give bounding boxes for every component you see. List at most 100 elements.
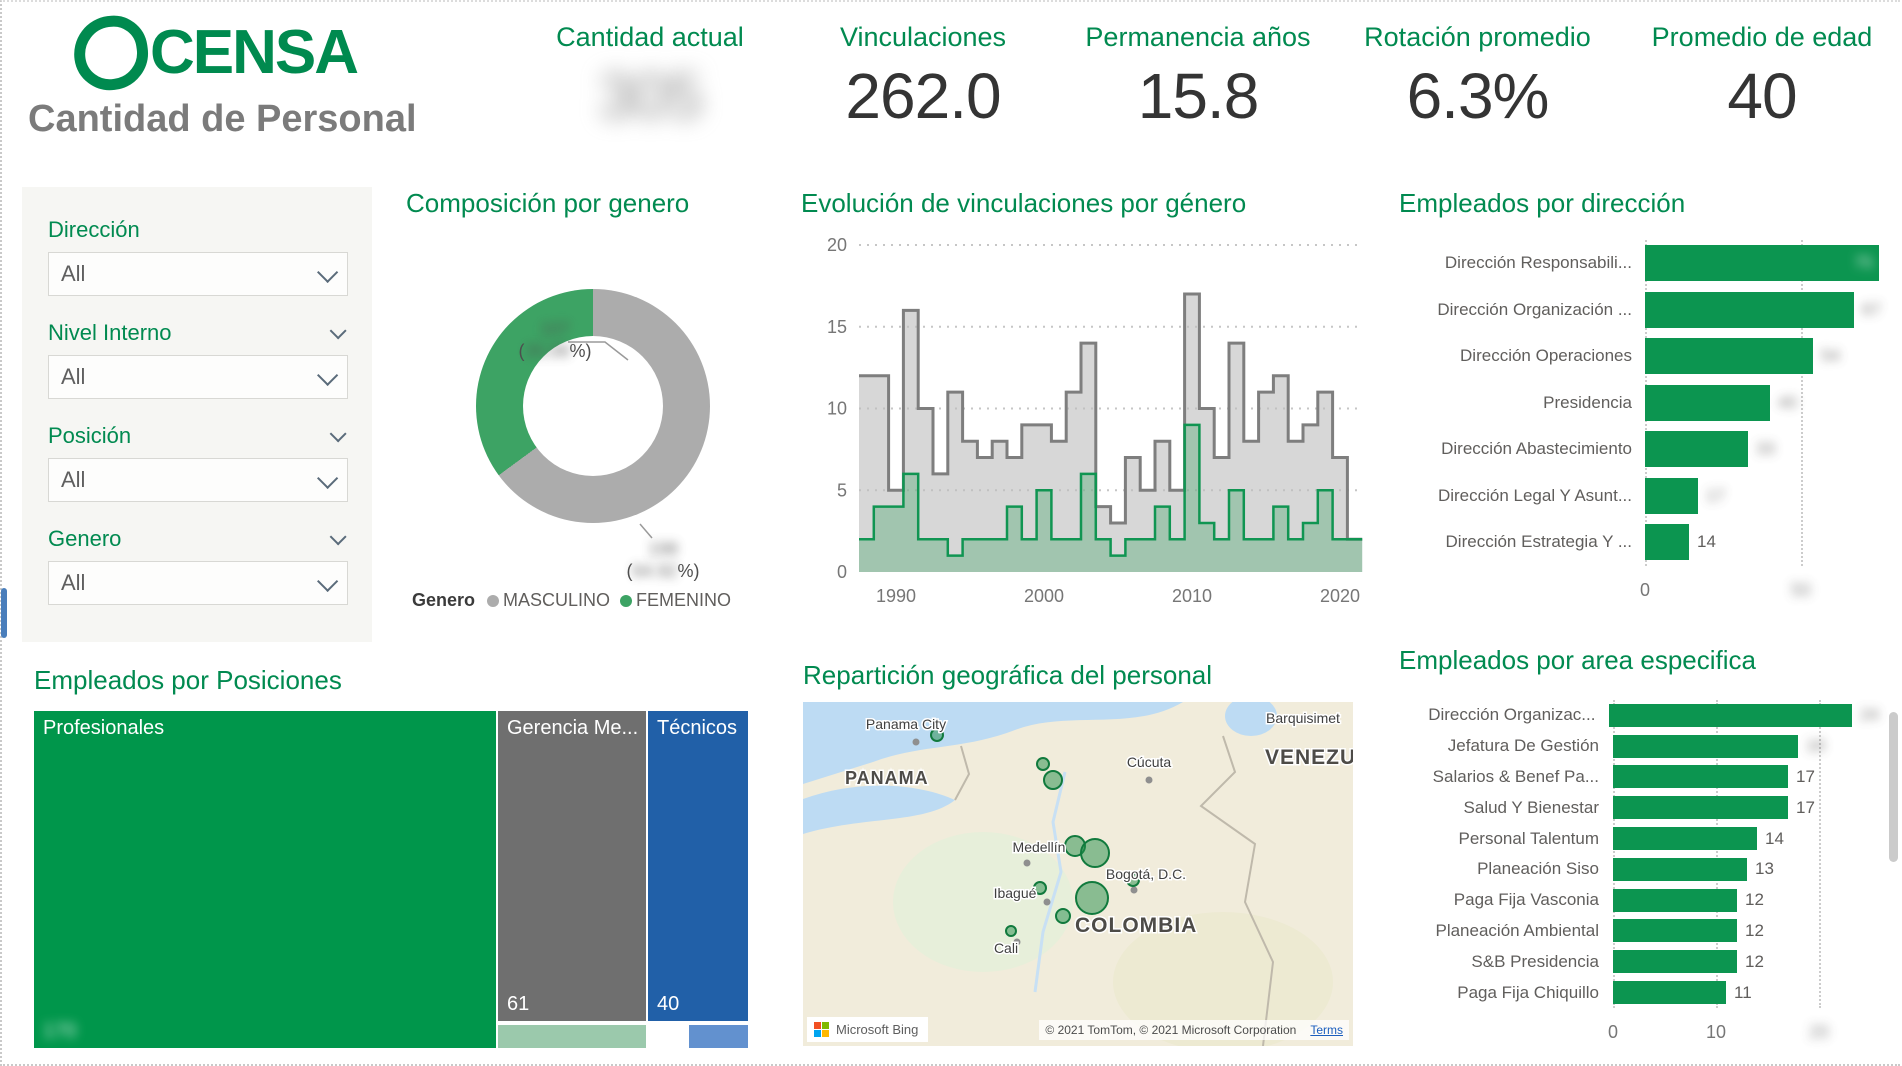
map-bubble[interactable] bbox=[1055, 908, 1071, 924]
filter-value: All bbox=[61, 570, 86, 595]
terms-link[interactable]: Terms bbox=[1310, 1023, 1343, 1037]
bar[interactable] bbox=[1613, 919, 1737, 943]
map-bubble[interactable] bbox=[1080, 838, 1110, 868]
bar-row: Dirección Estrategia Y ... 14 bbox=[1399, 519, 1899, 566]
ocensa-logo: CENSA bbox=[69, 11, 359, 95]
bar[interactable] bbox=[1613, 827, 1757, 851]
filter-nivel-interno: Nivel Interno All bbox=[48, 320, 348, 399]
category-label: Dirección Organización ... bbox=[1437, 299, 1632, 319]
bar-row: Dirección Operaciones 54 bbox=[1399, 333, 1899, 380]
treemap-value: 40 bbox=[657, 993, 680, 1015]
page-left-scroll-mark[interactable] bbox=[1, 588, 7, 638]
map-bubble[interactable] bbox=[930, 728, 944, 742]
filter-posicion: Posición All bbox=[48, 423, 348, 502]
bar[interactable] bbox=[1613, 888, 1737, 912]
chevron-down-icon bbox=[317, 570, 339, 592]
x-axis-label: 0 bbox=[1607, 1022, 1619, 1042]
bar-value: 24 bbox=[1860, 705, 1879, 725]
filter-panel: Dirección All Nivel Interno All Posición… bbox=[22, 187, 372, 642]
filter-label: Nivel Interno bbox=[48, 320, 172, 345]
donut-label-masculino: 198 (64.92%) bbox=[626, 539, 700, 581]
gridline bbox=[1715, 700, 1718, 1008]
chevron-down-icon bbox=[317, 364, 339, 386]
page-title: Cantidad de Personal bbox=[28, 98, 417, 140]
map-bubble[interactable] bbox=[1033, 881, 1047, 895]
treemap-box[interactable] bbox=[498, 1025, 646, 1048]
legend-item-femenino[interactable]: FEMENINO bbox=[620, 590, 731, 611]
map-graphics: Panama City Barquisimet Cúcuta Medellín Bogo… bbox=[803, 702, 1353, 1046]
map-bubble[interactable] bbox=[1005, 925, 1017, 937]
bar[interactable] bbox=[1645, 431, 1748, 468]
bar[interactable] bbox=[1645, 384, 1770, 421]
category-label: Dirección Organizac... bbox=[1428, 705, 1596, 725]
bar[interactable] bbox=[1645, 477, 1698, 514]
category-label: Paga Fija Chiquillo bbox=[1457, 982, 1599, 1002]
bar[interactable] bbox=[1609, 703, 1853, 727]
bar-row: Dirección Organización ... 67 bbox=[1399, 287, 1899, 334]
bar[interactable]: 75 bbox=[1645, 245, 1879, 282]
bar[interactable] bbox=[1613, 765, 1788, 789]
svg-text:20: 20 bbox=[827, 235, 847, 255]
map-bubble[interactable] bbox=[1043, 770, 1063, 790]
chevron-down-icon[interactable] bbox=[329, 322, 347, 340]
kpi-value: 15.8 bbox=[1137, 60, 1260, 132]
gender-legend: Genero MASCULINO FEMENINO bbox=[412, 590, 731, 611]
evolution-title: Evolución de vinculaciones por género bbox=[801, 188, 1247, 218]
donut-label-femenino: 107 (35.08%) bbox=[518, 319, 592, 361]
direccion-bar-chart: 0 50 Dirección Responsabili... 75 Dirección … bbox=[1399, 240, 1899, 620]
bar-value: 14 bbox=[1765, 828, 1784, 848]
bar[interactable] bbox=[1645, 338, 1813, 375]
area-chart-scrollbar[interactable] bbox=[1889, 712, 1898, 862]
filter-direccion-dropdown[interactable]: All bbox=[48, 252, 348, 296]
treemap-box-profesionales[interactable]: Profesionales 170 bbox=[34, 711, 496, 1048]
category-label: Salud Y Bienestar bbox=[1463, 797, 1599, 817]
bar-value: 40 bbox=[1778, 392, 1797, 412]
map-bubble[interactable] bbox=[1075, 881, 1109, 915]
map-bubble[interactable] bbox=[1126, 873, 1140, 887]
category-label: Planeación Siso bbox=[1477, 859, 1599, 879]
bing-logo-chip[interactable]: Microsoft Bing bbox=[807, 1017, 929, 1042]
series-line-FEMENINO bbox=[859, 423, 1363, 557]
map-country-label: COLOMBIA bbox=[1075, 914, 1197, 937]
bar[interactable] bbox=[1613, 857, 1747, 881]
filter-nivel-dropdown[interactable]: All bbox=[48, 355, 348, 399]
kpi-rotacion: Rotación promedio 6.3% bbox=[1355, 22, 1600, 133]
bar[interactable] bbox=[1613, 796, 1788, 820]
bar-row: S&B Presidencia 12 bbox=[1399, 946, 1879, 977]
chevron-down-icon[interactable] bbox=[329, 425, 347, 443]
bar[interactable] bbox=[1645, 524, 1689, 561]
filter-genero-dropdown[interactable]: All bbox=[48, 561, 348, 605]
legend-item-masculino[interactable]: MASCULINO bbox=[487, 590, 610, 611]
bing-map-canvas[interactable]: Panama City Barquisimet Cúcuta Medellín Bogo… bbox=[803, 702, 1353, 1046]
treemap-label: Técnicos bbox=[657, 717, 738, 739]
bar-row: Paga Fija Chiquillo 11 bbox=[1399, 977, 1879, 1008]
bar-row: Planeación Siso 13 bbox=[1399, 854, 1879, 885]
map-bubble[interactable] bbox=[1036, 757, 1050, 771]
treemap-box-gerencia-me-[interactable]: Gerencia Me... 61 bbox=[498, 711, 646, 1021]
legend-title: Genero bbox=[412, 590, 476, 610]
treemap-box-t-cnicos[interactable]: Técnicos 40 bbox=[648, 711, 748, 1021]
bar[interactable] bbox=[1645, 291, 1854, 328]
bar[interactable] bbox=[1613, 981, 1726, 1005]
filter-posicion-dropdown[interactable]: All bbox=[48, 458, 348, 502]
bar-value: 13 bbox=[1755, 859, 1774, 879]
bar-row: Salarios & Benef Pa... 17 bbox=[1399, 762, 1879, 793]
evolution-step-area-chart[interactable]: 0 5 10 15 20 1990 2000 2010 2020 bbox=[795, 228, 1375, 618]
series-FEMENINO[interactable] bbox=[859, 424, 1363, 572]
bar-value: 12 bbox=[1745, 920, 1764, 940]
kpi-permanencia: Permanencia años 15.8 bbox=[1078, 22, 1318, 133]
donut-hole bbox=[523, 336, 663, 476]
chevron-down-icon[interactable] bbox=[329, 528, 347, 546]
bar[interactable] bbox=[1613, 734, 1798, 758]
series-MASCULINO[interactable] bbox=[859, 294, 1363, 572]
kpi-value: 40 bbox=[1727, 60, 1797, 132]
treemap-box[interactable] bbox=[689, 1025, 748, 1048]
svg-text:1990: 1990 bbox=[876, 586, 916, 606]
bar-value: 14 bbox=[1697, 532, 1716, 552]
kpi-value-blurred: 305 bbox=[598, 60, 703, 132]
bar[interactable] bbox=[1613, 950, 1737, 974]
chevron-down-icon bbox=[317, 467, 339, 489]
filter-value: All bbox=[61, 364, 86, 389]
bar-row: Dirección Responsabili... 75 bbox=[1399, 240, 1899, 287]
x-axis-label: 20 bbox=[1808, 1022, 1829, 1042]
